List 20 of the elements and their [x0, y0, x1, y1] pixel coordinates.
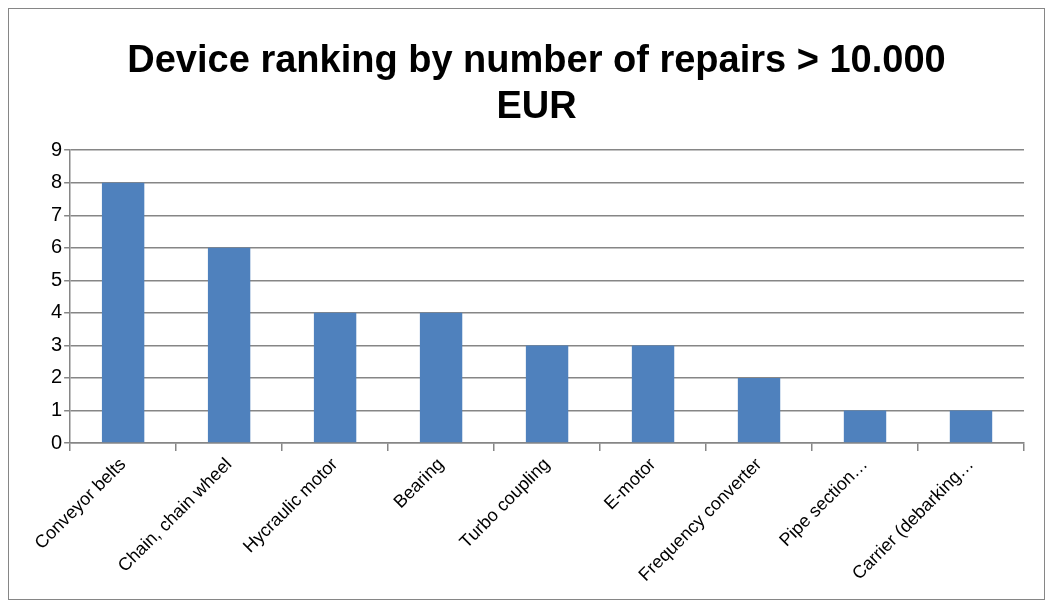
- y-tick-label: 0: [51, 430, 63, 453]
- bar: [631, 345, 675, 443]
- bar: [313, 312, 357, 443]
- y-tick-label: 4: [51, 300, 63, 323]
- bar: [207, 247, 251, 443]
- y-tick-label: 5: [51, 267, 63, 290]
- y-tick-label: 1: [51, 397, 63, 420]
- bar: [737, 377, 781, 443]
- bar: [101, 182, 145, 443]
- y-tick-label: 8: [51, 170, 63, 193]
- bar: [419, 312, 463, 443]
- y-tick-label: 3: [51, 332, 63, 355]
- bar: [525, 345, 569, 443]
- y-tick-label: 2: [51, 365, 63, 388]
- y-tick-label: 7: [51, 202, 63, 225]
- chart-title: Device ranking by number of repairs > 10.000 EUR: [127, 38, 946, 126]
- y-tick-label: 6: [51, 235, 63, 258]
- bar: [843, 410, 887, 443]
- y-tick-label: 9: [51, 137, 63, 160]
- bar: [949, 410, 993, 443]
